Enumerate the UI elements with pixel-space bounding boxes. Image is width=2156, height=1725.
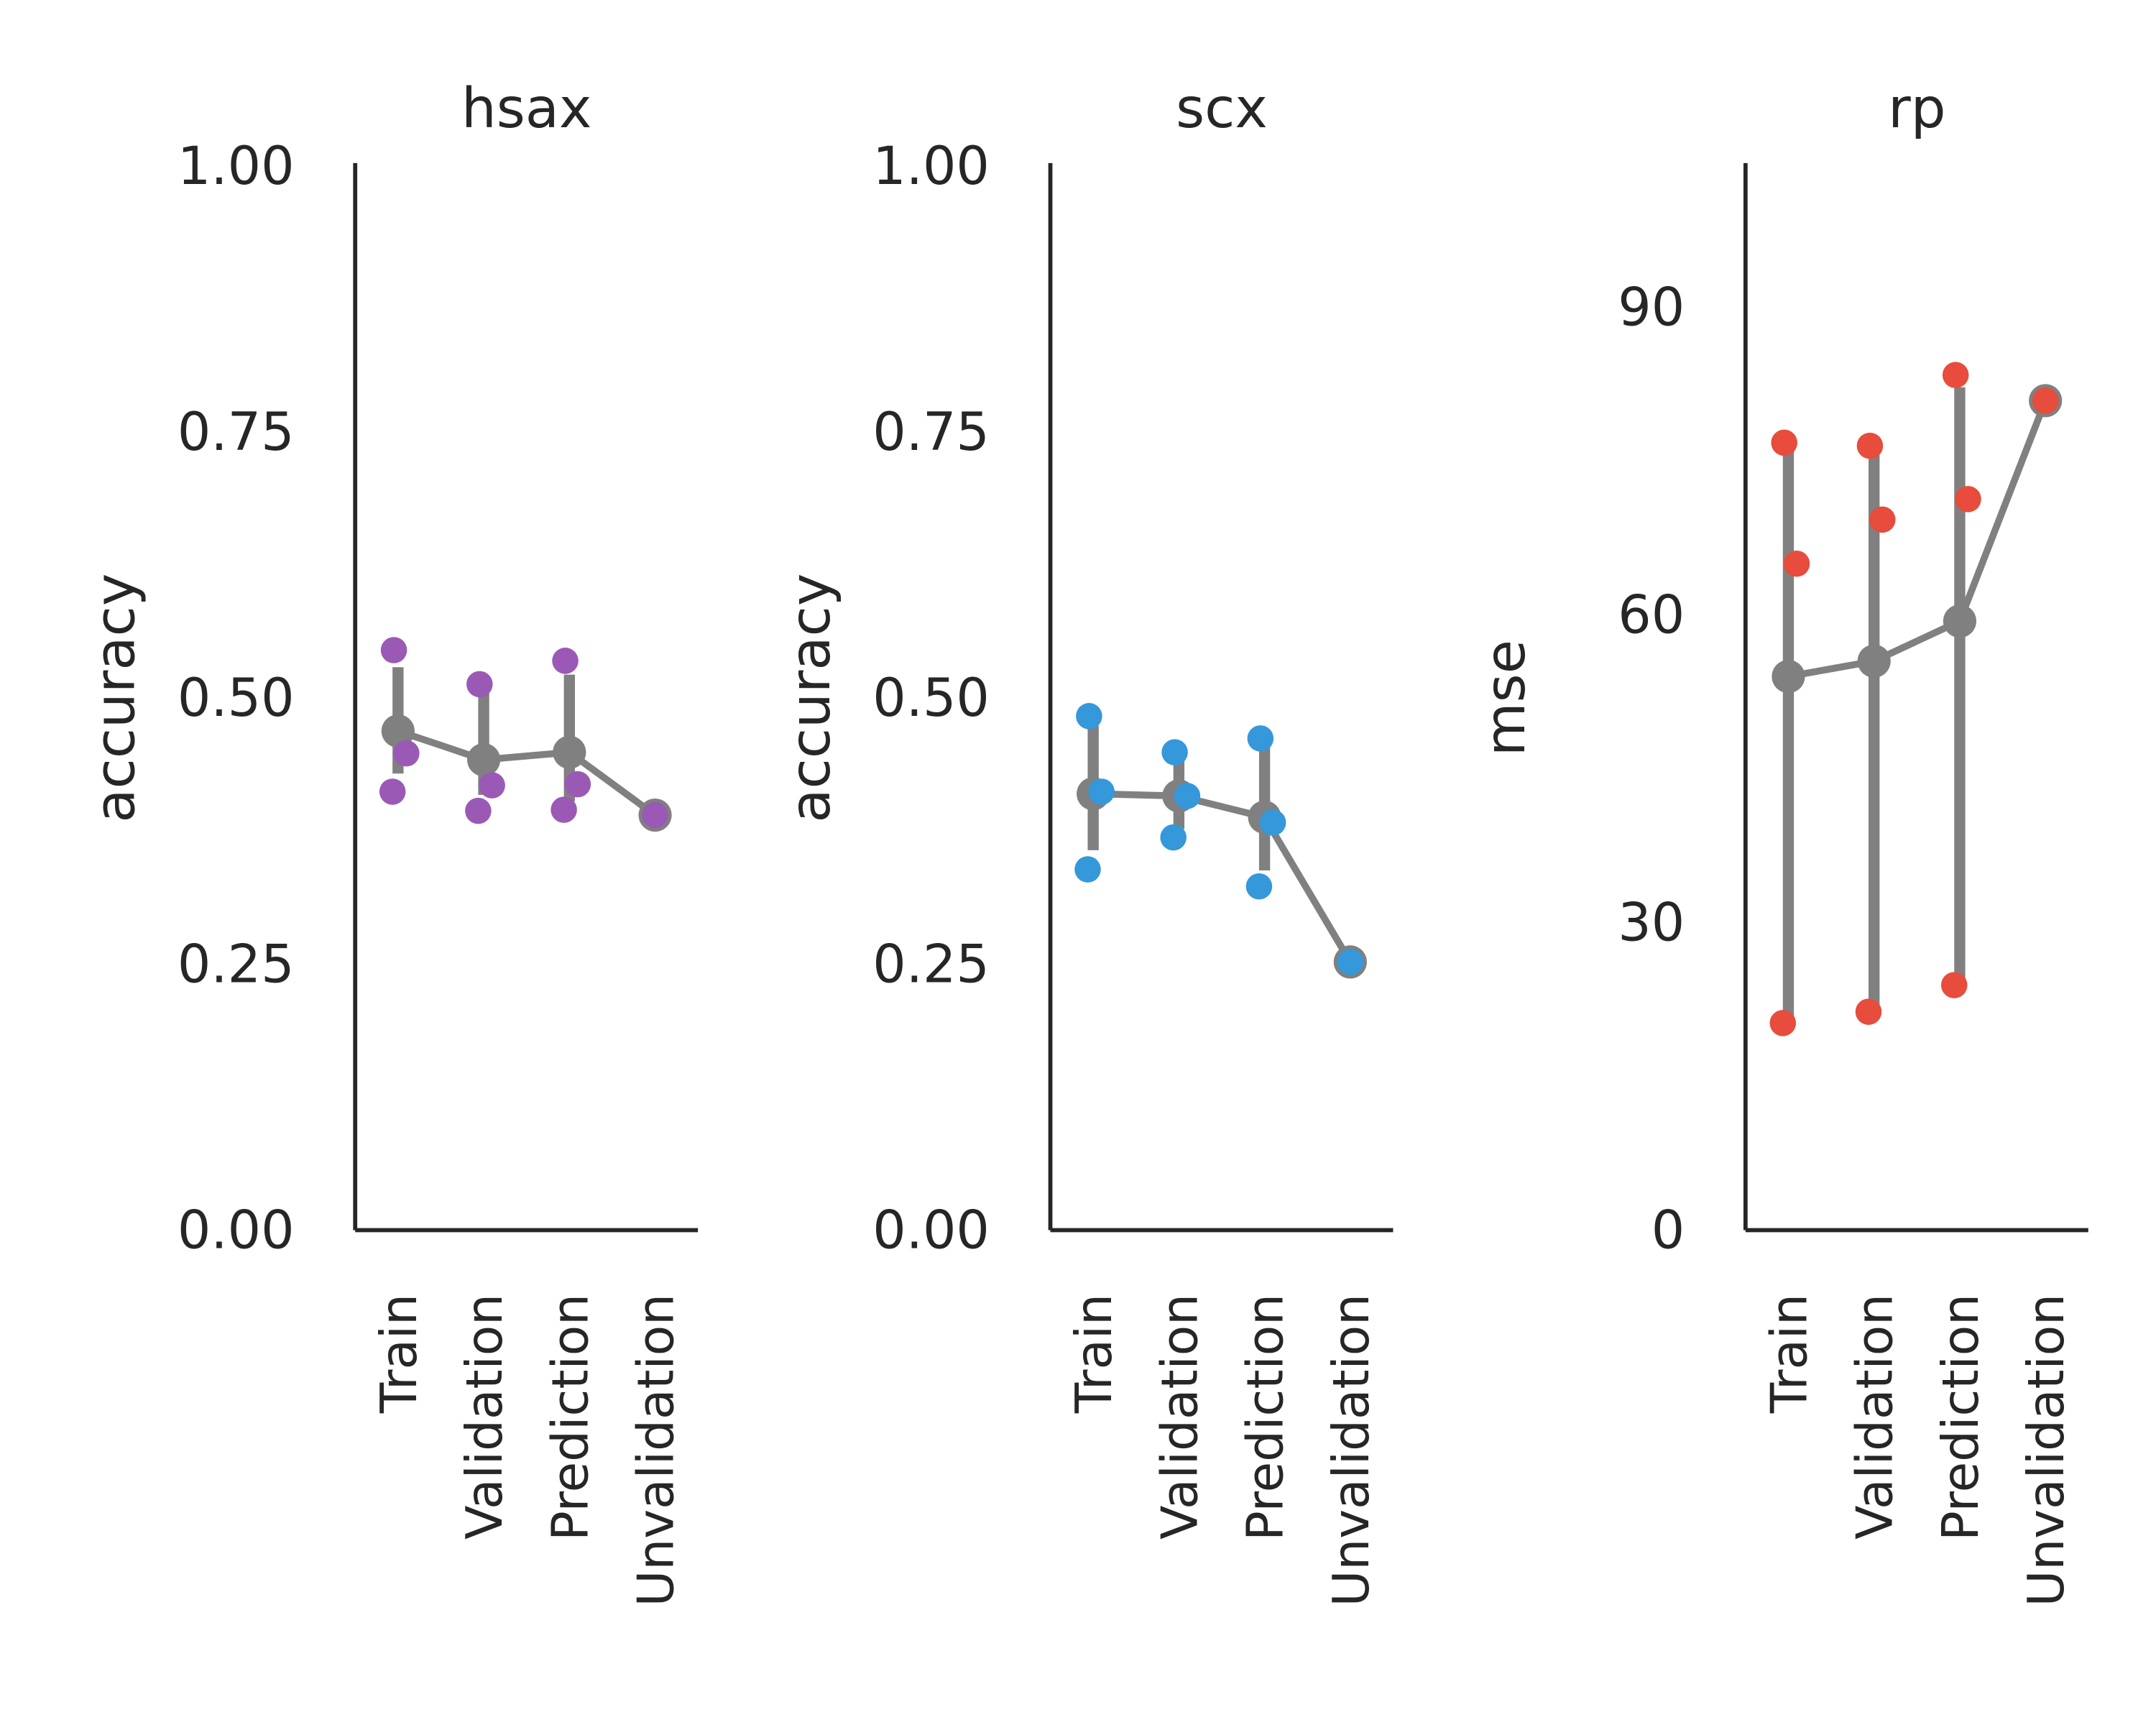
data-point bbox=[2032, 387, 2059, 414]
y-axis-label: accuracy bbox=[84, 574, 148, 823]
data-point bbox=[1174, 783, 1201, 809]
subplot-title: hsax bbox=[461, 77, 591, 141]
data-point bbox=[380, 637, 407, 663]
data-point bbox=[1940, 972, 1968, 998]
data-point bbox=[550, 796, 577, 823]
data-point bbox=[1160, 824, 1187, 851]
x-tick-label: Prediction bbox=[1932, 1294, 1990, 1541]
y-tick-label: 0.50 bbox=[872, 668, 990, 729]
x-tick-label: Validation bbox=[1847, 1294, 1904, 1540]
data-point bbox=[1337, 949, 1364, 975]
y-tick-label: 1.00 bbox=[178, 136, 295, 197]
x-tick-label: Train bbox=[1761, 1294, 1818, 1414]
x-tick-label: Unvalidation bbox=[2018, 1294, 2076, 1606]
data-point bbox=[1955, 486, 1981, 512]
subplot-title: scx bbox=[1176, 77, 1268, 141]
data-point bbox=[1088, 778, 1115, 805]
data-point bbox=[564, 770, 591, 798]
y-tick-label: 0 bbox=[1651, 1200, 1685, 1261]
y-tick-label: 90 bbox=[1618, 277, 1685, 339]
data-point bbox=[465, 797, 492, 824]
y-tick-label: 30 bbox=[1618, 893, 1685, 954]
x-tick-label: Validation bbox=[1151, 1294, 1209, 1540]
subplot: hsax accuracy 0.00 0.25 0.50 0.75 1.00 Train Val… bbox=[84, 77, 699, 1606]
subplot: rp mse 0 30 60 90 Train Validation Prediction Unv… bbox=[1474, 77, 2088, 1606]
data-point bbox=[379, 778, 406, 805]
data-point bbox=[1769, 1010, 1797, 1036]
subplot-title: rp bbox=[1888, 77, 1945, 141]
data-point bbox=[1942, 362, 1969, 389]
data-point bbox=[393, 740, 420, 767]
data-point bbox=[1259, 809, 1286, 836]
y-tick-label: 0.00 bbox=[872, 1200, 990, 1261]
data-point bbox=[552, 648, 579, 674]
subplot: scx accuracy 0.00 0.25 0.50 0.75 1.00 Train Vali… bbox=[779, 77, 1393, 1606]
y-tick-label: 0.25 bbox=[872, 934, 990, 995]
y-tick-label: 0.50 bbox=[178, 668, 295, 729]
x-tick-label: Unvalidation bbox=[628, 1294, 686, 1606]
x-tick-label: Unvalidation bbox=[1323, 1294, 1381, 1606]
mean-point bbox=[1772, 660, 1805, 694]
mean-line bbox=[1787, 399, 2049, 680]
data-point bbox=[642, 801, 668, 829]
y-tick-label: 0.75 bbox=[872, 402, 990, 463]
data-point bbox=[1856, 432, 1884, 459]
data-point bbox=[1161, 739, 1188, 765]
mean-point bbox=[467, 742, 501, 777]
data-point bbox=[1076, 703, 1102, 730]
y-tick-label: 0.25 bbox=[178, 934, 295, 995]
y-axis-label: accuracy bbox=[779, 574, 843, 823]
x-tick-label: Train bbox=[1066, 1294, 1123, 1414]
data-point bbox=[1855, 998, 1882, 1025]
mean-point bbox=[1857, 644, 1891, 678]
mean-line bbox=[397, 727, 658, 818]
data-point bbox=[1771, 429, 1797, 456]
data-point bbox=[1245, 873, 1273, 900]
data-point bbox=[479, 772, 505, 799]
mean-point bbox=[1943, 604, 1976, 638]
y-tick-label: 60 bbox=[1618, 585, 1685, 646]
y-axis-label: mse bbox=[1474, 640, 1538, 756]
data-point bbox=[1074, 856, 1101, 883]
y-tick-label: 0.00 bbox=[178, 1200, 295, 1261]
y-tick-label: 0.75 bbox=[178, 402, 295, 463]
data-point bbox=[466, 671, 493, 698]
y-tick-label: 1.00 bbox=[872, 136, 990, 197]
data-point bbox=[1783, 551, 1810, 577]
x-tick-label: Validation bbox=[456, 1294, 514, 1540]
mean-point bbox=[381, 714, 415, 748]
mean-line bbox=[1093, 790, 1353, 964]
x-tick-label: Train bbox=[371, 1294, 428, 1414]
data-point bbox=[1869, 506, 1896, 533]
data-point bbox=[1247, 725, 1274, 752]
x-tick-label: Prediction bbox=[542, 1294, 599, 1541]
x-tick-label: Prediction bbox=[1238, 1294, 1295, 1541]
mean-point bbox=[553, 735, 586, 769]
